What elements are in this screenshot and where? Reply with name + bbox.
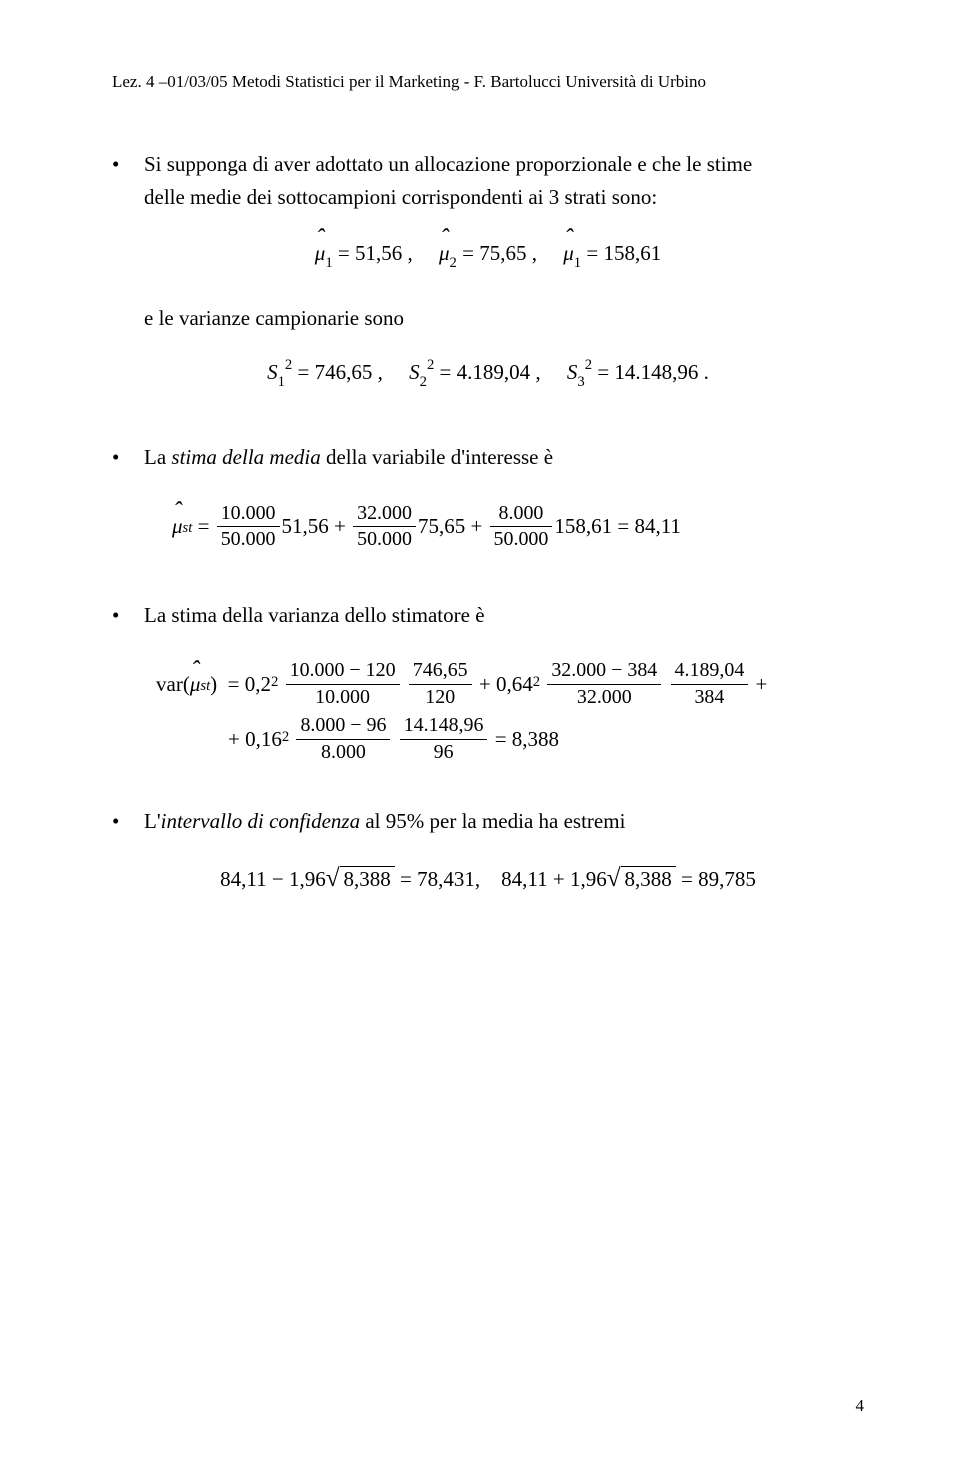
var-f2-num: 32.000 − 384 bbox=[547, 659, 661, 685]
bullet-2-text: La stima della media della variabile d'i… bbox=[144, 441, 864, 474]
var-f2b-den: 384 bbox=[671, 685, 749, 710]
var-f3b-num: 14.148,96 bbox=[400, 714, 488, 740]
bullet-dot-icon: • bbox=[112, 148, 144, 181]
sm-result: 84,11 bbox=[634, 514, 680, 539]
bullet-3-text: La stima della varianza dello stimatore … bbox=[144, 599, 864, 632]
ci-mean1: 84,11 bbox=[220, 867, 266, 891]
bullet-1-line1: Si supponga di aver adottato un allocazi… bbox=[144, 152, 752, 176]
ci-mean2: 84,11 bbox=[501, 867, 547, 891]
ci-lower: 78,431 bbox=[417, 867, 475, 891]
frac2-den: 50.000 bbox=[353, 527, 416, 551]
s-squared-equations: S12 = 746,65 , S22 = 4.189,04 , S32 = 14… bbox=[112, 359, 864, 389]
frac2-num: 32.000 bbox=[353, 502, 416, 527]
frac1-den: 50.000 bbox=[217, 527, 280, 551]
b2-prefix: La bbox=[144, 445, 171, 469]
mu1-val: 51,56 bbox=[355, 241, 402, 265]
var-f2b-num: 4.189,04 bbox=[671, 659, 749, 685]
var-result: 8,388 bbox=[512, 727, 559, 752]
page-header: Lez. 4 –01/03/05 Metodi Statistici per i… bbox=[112, 72, 864, 92]
var-f3-num: 8.000 − 96 bbox=[296, 714, 390, 740]
bullet-dot-icon: • bbox=[112, 599, 144, 632]
bullet-1-line2: delle medie dei sottocampioni corrispond… bbox=[144, 185, 657, 209]
page-number: 4 bbox=[856, 1396, 865, 1416]
frac3-num: 8.000 bbox=[490, 502, 553, 527]
bullet-1-text: Si supponga di aver adottato un allocazi… bbox=[144, 148, 864, 213]
var-f1-den: 10.000 bbox=[286, 685, 400, 710]
var-coef1: 0,2 bbox=[245, 672, 271, 697]
bullet-dot-icon: • bbox=[112, 441, 144, 474]
ci-var2: 8,388 bbox=[621, 866, 676, 892]
s1sq-val: 746,65 bbox=[315, 360, 373, 384]
b4-italic: intervallo di confidenza bbox=[161, 809, 360, 833]
bullet-4-text: L'intervallo di confidenza al 95% per la… bbox=[144, 805, 864, 838]
b2-italic: stima della media bbox=[171, 445, 320, 469]
var-coef2: 0,64 bbox=[496, 672, 533, 697]
bullet-dot-icon: • bbox=[112, 805, 144, 838]
b4-suffix: al 95% per la media ha estremi bbox=[360, 809, 625, 833]
ci-z1: 1,96 bbox=[289, 867, 326, 891]
var-f3-den: 8.000 bbox=[296, 740, 390, 765]
mu1b-val: 158,61 bbox=[603, 241, 661, 265]
var-f1b-num: 746,65 bbox=[409, 659, 472, 685]
stratified-mean-equation: μst = 10.00050.000 51,56 + 32.00050.000 … bbox=[172, 502, 864, 551]
b2-suffix: della variabile d'interesse è bbox=[321, 445, 553, 469]
sm-val1: 51,56 bbox=[282, 514, 329, 539]
mu-hat-equations: μ1 = 51,56 , μ2 = 75,65 , μ1 = 158,61 bbox=[112, 241, 864, 270]
var-coef3: 0,16 bbox=[245, 727, 282, 752]
b4-prefix: L' bbox=[144, 809, 161, 833]
bullet-4: • L'intervallo di confidenza al 95% per … bbox=[112, 805, 864, 838]
frac1-num: 10.000 bbox=[217, 502, 280, 527]
confidence-interval-equation: 84,11 − 1,96√8,388 = 78,431, 84,11 + 1,9… bbox=[112, 865, 864, 893]
var-f2-den: 32.000 bbox=[547, 685, 661, 710]
bullet-1: • Si supponga di aver adottato un alloca… bbox=[112, 148, 864, 213]
s3sq-val: 14.148,96 bbox=[614, 360, 698, 384]
variance-intro: e le varianze campionarie sono bbox=[144, 302, 864, 335]
sm-val3: 158,61 bbox=[554, 514, 612, 539]
bullet-3: • La stima della varianza dello stimator… bbox=[112, 599, 864, 632]
frac3-den: 50.000 bbox=[490, 527, 553, 551]
bullet-2: • La stima della media della variabile d… bbox=[112, 441, 864, 474]
variance-equation: var(μst) = 0,22 10.000 − 12010.000 746,6… bbox=[156, 659, 864, 765]
var-f1-num: 10.000 − 120 bbox=[286, 659, 400, 685]
ci-upper: 89,785 bbox=[698, 867, 756, 891]
ci-var1: 8,388 bbox=[340, 866, 395, 892]
ci-z2: 1,96 bbox=[570, 867, 607, 891]
var-f1b-den: 120 bbox=[409, 685, 472, 710]
s2sq-val: 4.189,04 bbox=[457, 360, 531, 384]
var-f3b-den: 96 bbox=[400, 740, 488, 765]
sm-val2: 75,65 bbox=[418, 514, 465, 539]
mu2-val: 75,65 bbox=[479, 241, 526, 265]
